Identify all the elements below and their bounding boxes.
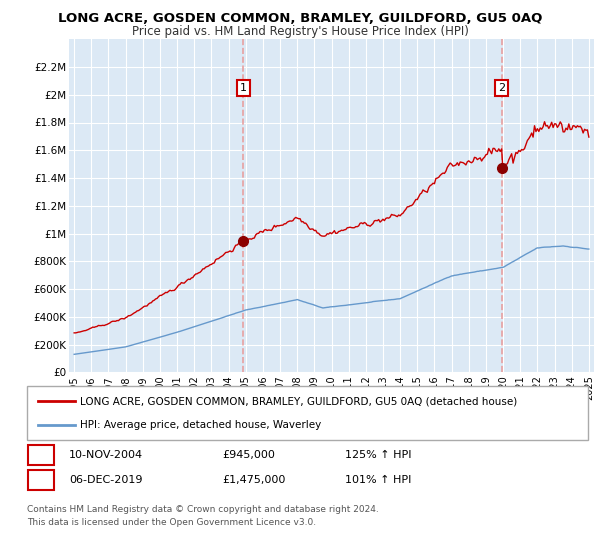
FancyBboxPatch shape bbox=[27, 386, 588, 440]
Text: Contains HM Land Registry data © Crown copyright and database right 2024.
This d: Contains HM Land Registry data © Crown c… bbox=[27, 505, 379, 526]
Text: 10-NOV-2004: 10-NOV-2004 bbox=[69, 450, 143, 460]
Text: 101% ↑ HPI: 101% ↑ HPI bbox=[345, 475, 412, 485]
Text: Price paid vs. HM Land Registry's House Price Index (HPI): Price paid vs. HM Land Registry's House … bbox=[131, 25, 469, 38]
Text: 1: 1 bbox=[37, 450, 44, 460]
Text: 125% ↑ HPI: 125% ↑ HPI bbox=[345, 450, 412, 460]
Text: £945,000: £945,000 bbox=[222, 450, 275, 460]
Text: LONG ACRE, GOSDEN COMMON, BRAMLEY, GUILDFORD, GU5 0AQ (detached house): LONG ACRE, GOSDEN COMMON, BRAMLEY, GUILD… bbox=[80, 396, 518, 407]
Text: 2: 2 bbox=[498, 83, 505, 93]
Text: 2: 2 bbox=[37, 475, 44, 485]
Text: 06-DEC-2019: 06-DEC-2019 bbox=[69, 475, 143, 485]
Text: LONG ACRE, GOSDEN COMMON, BRAMLEY, GUILDFORD, GU5 0AQ: LONG ACRE, GOSDEN COMMON, BRAMLEY, GUILD… bbox=[58, 12, 542, 25]
Text: HPI: Average price, detached house, Waverley: HPI: Average price, detached house, Wave… bbox=[80, 419, 322, 430]
Text: 1: 1 bbox=[240, 83, 247, 93]
Text: £1,475,000: £1,475,000 bbox=[222, 475, 286, 485]
